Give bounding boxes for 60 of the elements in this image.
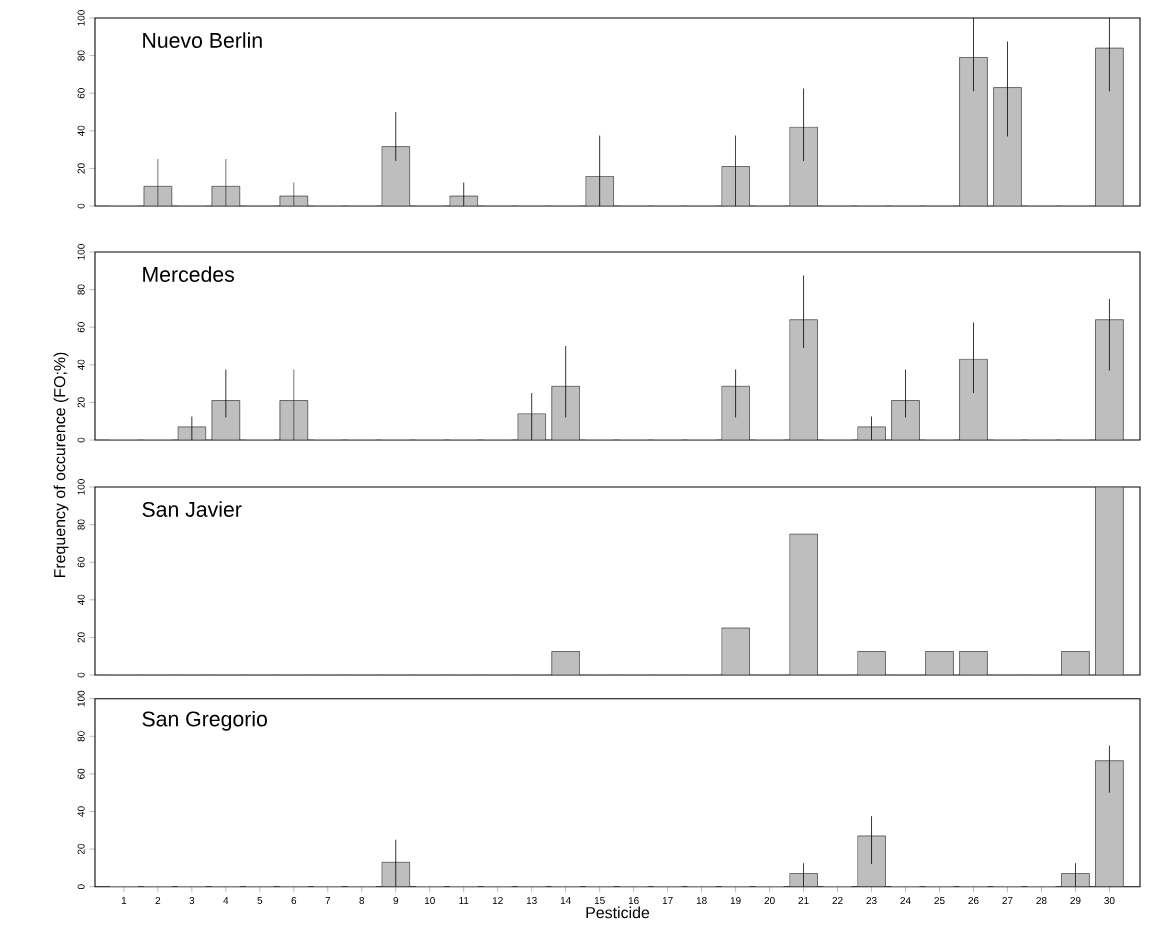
x-tick-label: 24: [900, 897, 911, 904]
x-tick-label: 22: [832, 897, 843, 904]
y-tick-label: 100: [77, 690, 85, 707]
y-tick-label: 40: [77, 359, 85, 371]
x-tick-label: 2: [155, 897, 161, 904]
y-tick-label: 40: [77, 594, 85, 606]
y-tick-label: 60: [77, 557, 85, 568]
text: Nuevo Berlin: [143, 32, 262, 48]
x-tick-label: 27: [1002, 897, 1013, 904]
x-tick-label: 11: [459, 897, 469, 904]
x-tick-label: 4: [223, 897, 229, 904]
x-axis-title: Pesticide: [586, 906, 650, 919]
x-tick-label: 12: [492, 897, 503, 904]
x-tick-label: 19: [730, 897, 741, 905]
y-tick-label: 40: [77, 125, 85, 137]
x-tick-label: 17: [662, 897, 673, 904]
y-tick-label: 80: [77, 519, 85, 530]
y-tick-label: 0: [77, 437, 85, 443]
y-tick-label: 100: [77, 479, 85, 495]
y-axis-title: Frequency of occurence (FO;%): [53, 352, 69, 578]
y-tick-label: 0: [77, 203, 85, 209]
y-tick-label: 60: [77, 88, 85, 99]
x-tick-label: 16: [628, 897, 639, 905]
x-tick-label: 14: [560, 897, 571, 904]
x-tick-label: 20: [764, 897, 775, 905]
y-tick-label: 60: [77, 322, 85, 333]
y-tick-label: 20: [77, 843, 85, 855]
y-tick-label: 40: [77, 806, 85, 817]
y-tick-label: 60: [77, 768, 85, 779]
y-tick-label: 100: [77, 10, 85, 26]
y-tick-label: 20: [77, 632, 85, 643]
y-tick-label: 0: [77, 884, 85, 890]
text: San Gregorio: [142, 710, 267, 731]
x-tick-label: 21: [798, 897, 809, 904]
y-tick-label: 80: [77, 50, 85, 61]
x-tick-label: 10: [424, 897, 435, 905]
x-tick-label: 30: [1104, 897, 1115, 905]
x-tick-label: 15: [594, 897, 605, 904]
y-tick-label: 80: [77, 284, 85, 295]
x-tick-label: 3: [189, 897, 195, 905]
x-tick-label: 25: [934, 897, 945, 905]
x-tick-label: 1: [121, 897, 127, 904]
x-tick-label: 7: [325, 897, 331, 904]
x-tick-label: 6: [291, 897, 297, 905]
y-tick-label: 0: [77, 672, 85, 678]
y-tick-label: 20: [77, 397, 85, 408]
x-tick-label: 28: [1036, 897, 1047, 905]
x-tick-label: 13: [526, 897, 537, 905]
x-tick-label: 8: [359, 897, 365, 905]
y-tick-label: 100: [77, 244, 85, 260]
text: San Javier: [142, 501, 242, 517]
x-tick-label: 23: [866, 897, 877, 905]
x-tick-label: 26: [968, 897, 979, 905]
x-tick-label: 29: [1070, 897, 1081, 905]
x-tick-label: 18: [696, 897, 707, 905]
y-tick-label: 80: [77, 731, 85, 742]
y-tick-label: 20: [77, 163, 85, 174]
text: Mercedes: [143, 266, 235, 282]
x-tick-label: 9: [393, 897, 399, 905]
x-tick-label: 5: [257, 897, 263, 904]
